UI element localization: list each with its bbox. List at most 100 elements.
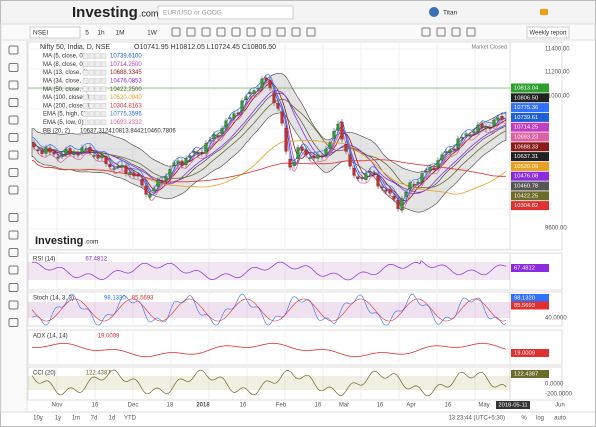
toolbar-icon[interactable]	[246, 27, 256, 37]
indicator-control[interactable]	[100, 61, 107, 67]
indicator-control[interactable]	[100, 103, 107, 109]
interval-button[interactable]: 1W	[147, 30, 158, 37]
indicator-control[interactable]	[100, 111, 107, 117]
toolbar-icon[interactable]	[276, 27, 286, 37]
toolbar-icon[interactable]	[421, 27, 431, 37]
indicator-control[interactable]	[88, 103, 95, 109]
range-button[interactable]: 1m	[72, 416, 80, 422]
indicator-name[interactable]: MA (13, close, 0)	[43, 70, 88, 76]
weekly-report[interactable]: Weekly report	[530, 31, 567, 37]
indicator-name[interactable]: EMA (5, low, 0)	[43, 120, 83, 126]
scale-option[interactable]: log	[536, 416, 544, 422]
indicator-control[interactable]	[94, 119, 101, 126]
range-button[interactable]: 1d	[109, 416, 116, 422]
indicator-control[interactable]	[94, 86, 101, 92]
pane-label[interactable]: CCI (20)	[33, 371, 56, 377]
indicator-control[interactable]	[88, 61, 95, 67]
toolbar-icon[interactable]	[291, 27, 301, 37]
tool-icon[interactable]	[8, 283, 19, 292]
tool-icon[interactable]	[8, 248, 19, 257]
search-placeholder[interactable]: EUR/USD or GOOG	[163, 10, 222, 17]
scale-option[interactable]: auto	[554, 416, 566, 422]
indicator-control[interactable]	[82, 94, 89, 101]
range-button[interactable]: YTD	[124, 416, 137, 422]
indicator-control[interactable]	[94, 53, 101, 59]
range-button[interactable]: 10y	[33, 416, 43, 422]
tool-icon[interactable]	[8, 213, 19, 222]
indicator-control[interactable]	[88, 119, 95, 126]
tool-icon[interactable]	[8, 98, 19, 107]
search-box[interactable]	[157, 5, 294, 20]
indicator-control[interactable]	[82, 103, 89, 109]
pane-label[interactable]: Stoch (14, 3, 3)	[33, 296, 74, 302]
indicator-control[interactable]	[100, 86, 107, 92]
indicator-control[interactable]	[82, 86, 89, 92]
interval-button[interactable]: 1M	[115, 30, 124, 37]
tool-icon[interactable]	[8, 115, 19, 125]
indicator-control[interactable]	[88, 86, 95, 92]
toolbar-icon[interactable]	[306, 27, 316, 37]
indicator-control[interactable]	[100, 119, 107, 126]
tool-icon[interactable]	[8, 265, 19, 275]
tool-icon[interactable]	[8, 230, 19, 240]
tool-icon[interactable]	[8, 150, 19, 160]
tool-icon[interactable]	[8, 185, 19, 195]
toolbar-icon[interactable]	[201, 27, 211, 37]
indicator-control[interactable]	[94, 103, 101, 109]
tool-icon[interactable]	[8, 63, 19, 72]
indicator-control[interactable]	[88, 94, 95, 101]
symbol-box[interactable]	[29, 26, 81, 39]
bb-name[interactable]: BB (20, 2)	[43, 128, 70, 134]
toolbar-icon[interactable]	[451, 27, 461, 37]
indicator-name[interactable]: MA (5, close, 0)	[43, 54, 85, 60]
indicator-control[interactable]	[88, 53, 95, 59]
interval-button[interactable]: 1h	[97, 30, 105, 37]
tool-icon[interactable]	[8, 133, 19, 142]
indicator-control[interactable]	[94, 69, 101, 76]
toolbar-icon[interactable]	[171, 27, 181, 37]
indicator-control[interactable]	[82, 53, 89, 59]
indicator-control[interactable]	[94, 94, 101, 101]
indicator-name[interactable]: MA (50, close, 0)	[43, 87, 88, 93]
indicator-control[interactable]	[88, 78, 95, 84]
range-button[interactable]: 7d	[91, 416, 98, 422]
indicator-control[interactable]	[100, 94, 107, 101]
toolbar-icon[interactable]	[261, 27, 271, 37]
indicator-control[interactable]	[82, 111, 89, 117]
indicator-name[interactable]: EMA (5, high, 0)	[43, 112, 86, 118]
toolbar-icon[interactable]	[186, 27, 196, 37]
indicator-control[interactable]	[88, 111, 95, 117]
user-name[interactable]: Titan	[443, 10, 458, 17]
pane-label[interactable]: RSI (14)	[33, 257, 55, 263]
indicator-control[interactable]	[100, 69, 107, 76]
weekly-report-button[interactable]	[526, 26, 570, 39]
indicator-control[interactable]	[100, 78, 107, 84]
indicator-control[interactable]	[88, 69, 95, 76]
toolbar-icon[interactable]	[466, 27, 476, 37]
indicator-control[interactable]	[94, 61, 101, 67]
toolbar-icon[interactable]	[216, 27, 226, 37]
toolbar-icon[interactable]	[436, 27, 446, 37]
tool-icon[interactable]	[8, 80, 19, 90]
tool-icon[interactable]	[8, 318, 19, 327]
indicator-name[interactable]: MA (200, close, 0)	[43, 103, 91, 109]
pane-label[interactable]: ADX (14, 14)	[33, 334, 68, 340]
tool-icon[interactable]	[8, 45, 19, 55]
toolbar-icon[interactable]	[231, 27, 241, 37]
symbol[interactable]: NSEI	[33, 30, 48, 37]
range-button[interactable]: 1y	[55, 416, 61, 422]
indicator-name[interactable]: MA (34, close, 0)	[43, 78, 88, 84]
scale-option[interactable]: %	[521, 416, 527, 422]
indicator-control[interactable]	[100, 53, 107, 59]
indicator-control[interactable]	[82, 78, 89, 84]
tool-icon[interactable]	[8, 168, 19, 177]
interval-button[interactable]: 5	[85, 30, 89, 37]
indicator-control[interactable]	[94, 78, 101, 84]
indicator-control[interactable]	[82, 61, 89, 67]
indicator-control[interactable]	[82, 119, 89, 126]
tool-icon[interactable]	[8, 300, 19, 310]
indicator-name[interactable]: MA (8, close, 0)	[43, 62, 85, 68]
indicator-name[interactable]: MA (100, close, 0)	[43, 95, 91, 101]
indicator-control[interactable]	[82, 69, 89, 76]
indicator-control[interactable]	[94, 111, 101, 117]
